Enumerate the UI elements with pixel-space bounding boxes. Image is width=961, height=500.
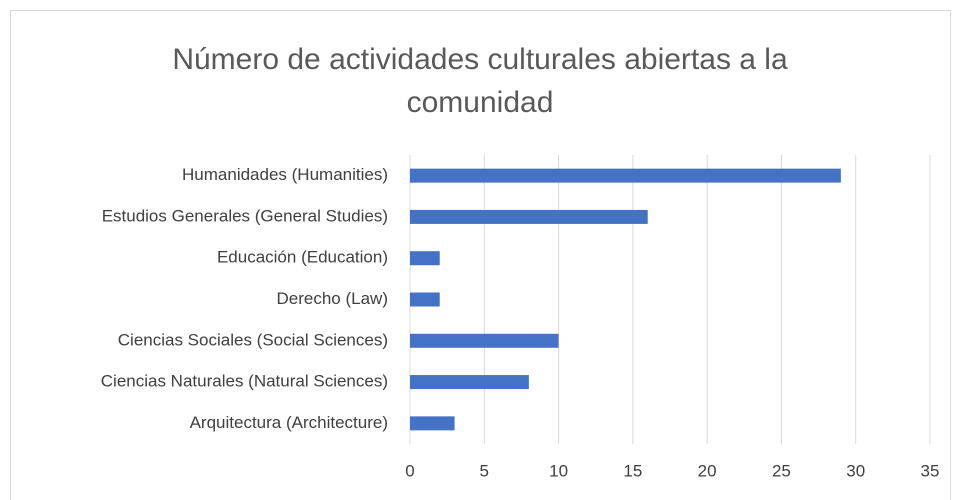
chart-border xyxy=(10,10,951,500)
y-tick-label: Educación (Education) xyxy=(217,248,388,267)
x-tick-label: 5 xyxy=(480,461,489,480)
chart-title: Número de actividades culturales abierta… xyxy=(172,43,788,119)
x-tick-label: 15 xyxy=(623,461,642,480)
bar xyxy=(410,209,648,224)
x-tick-label: 30 xyxy=(846,461,865,480)
x-tick-label: 10 xyxy=(549,461,568,480)
bar xyxy=(410,333,559,348)
y-tick-label: Humanidades (Humanities) xyxy=(182,165,388,184)
y-tick-label: Ciencias Naturales (Natural Sciences) xyxy=(101,372,388,391)
y-tick-label: Ciencias Sociales (Social Sciences) xyxy=(118,330,388,349)
bar xyxy=(410,375,529,390)
x-tick-label: 25 xyxy=(772,461,791,480)
bar xyxy=(410,416,455,431)
x-tick-label: 0 xyxy=(405,461,414,480)
y-tick-label: Estudios Generales (General Studies) xyxy=(102,206,388,225)
y-tick-label: Derecho (Law) xyxy=(277,289,389,308)
x-tick-label: 35 xyxy=(921,461,940,480)
y-tick-label: Arquitectura (Architecture) xyxy=(190,413,388,432)
x-tick-label: 20 xyxy=(698,461,717,480)
bar xyxy=(410,251,440,266)
bar xyxy=(410,292,440,307)
bar xyxy=(410,168,841,183)
